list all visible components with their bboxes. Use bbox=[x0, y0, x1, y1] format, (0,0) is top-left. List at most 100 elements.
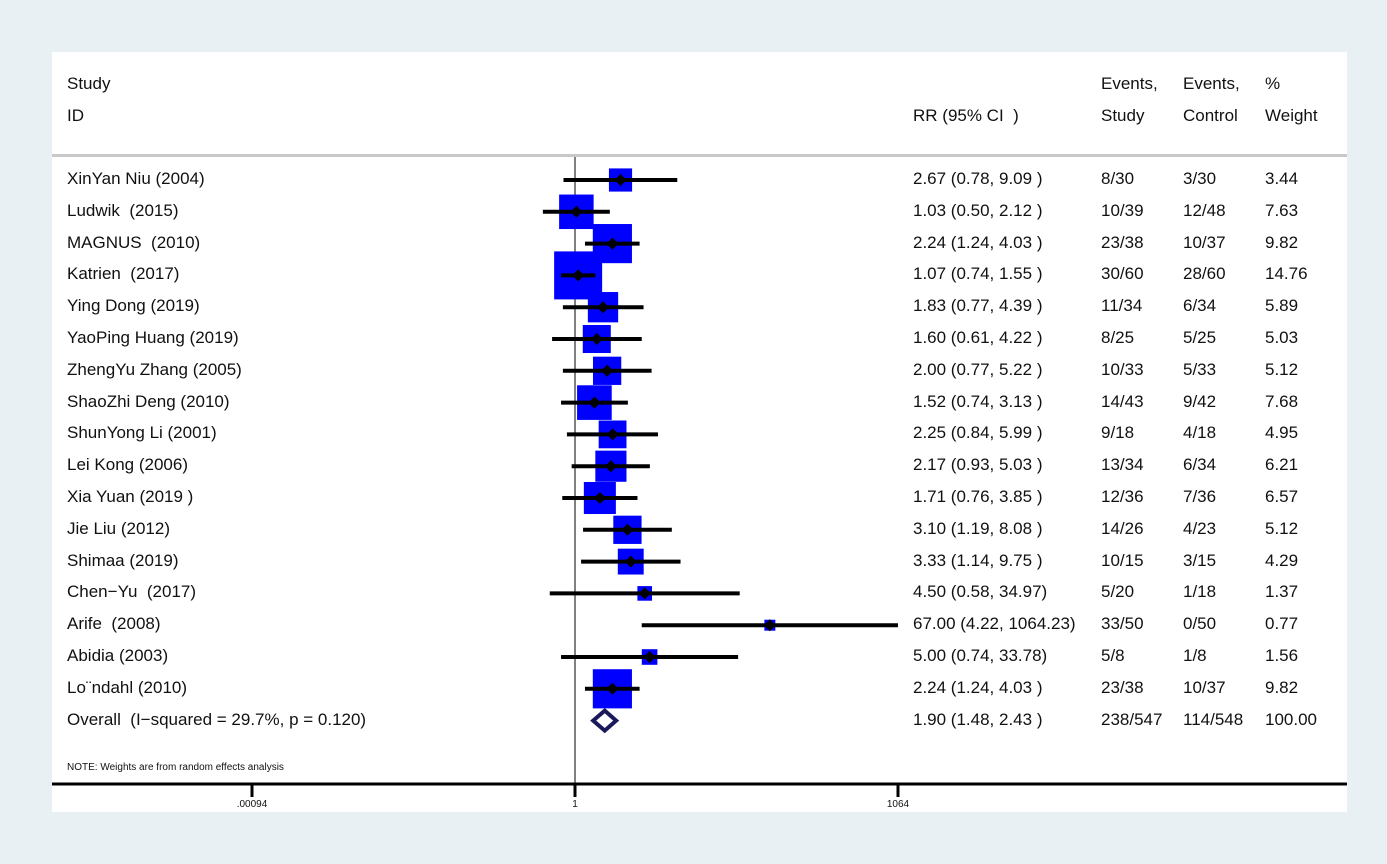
study-events-control: 5/33 bbox=[1183, 359, 1217, 379]
study-name: Shimaa (2019) bbox=[67, 550, 179, 570]
study-weight: 9.82 bbox=[1265, 232, 1299, 252]
study-rr-ci: 1.03 (0.50, 2.12 ) bbox=[913, 200, 1043, 220]
study-weight: 4.95 bbox=[1265, 423, 1299, 443]
study-events-study: 8/25 bbox=[1101, 328, 1135, 347]
study-name: ShaoZhi Deng (2010) bbox=[67, 391, 230, 411]
study-rr-ci: 5.00 (0.74, 33.78) bbox=[913, 646, 1048, 665]
point-estimate bbox=[597, 301, 610, 314]
study-events-study: 5/20 bbox=[1101, 582, 1135, 602]
study-name: Lo¨ndahl (2010) bbox=[67, 677, 188, 697]
study-rr-ci: 3.33 (1.14, 9.75 ) bbox=[913, 550, 1043, 570]
point-estimate bbox=[572, 269, 585, 282]
header-id: ID bbox=[67, 106, 84, 125]
overall-diamond bbox=[590, 707, 620, 734]
study-rr-ci: 2.17 (0.93, 5.03 ) bbox=[913, 455, 1043, 475]
study-name: Abidia (2003) bbox=[67, 646, 169, 665]
study-events-control: 0/50 bbox=[1183, 614, 1217, 634]
study-weight: 5.12 bbox=[1265, 359, 1299, 379]
study-events-study: 14/26 bbox=[1101, 518, 1144, 538]
study-rr-ci: 1.71 (0.76, 3.85 ) bbox=[913, 487, 1043, 506]
study-events-control: 12/48 bbox=[1183, 200, 1226, 220]
study-rr-ci: 1.60 (0.61, 4.22 ) bbox=[913, 328, 1043, 347]
study-rr-ci: 1.83 (0.77, 4.39 ) bbox=[913, 296, 1043, 316]
study-events-study: 10/39 bbox=[1101, 200, 1144, 220]
study-name: XinYan Niu (2004) bbox=[67, 169, 205, 188]
study-weight: 7.63 bbox=[1265, 200, 1299, 220]
study-weight: 1.56 bbox=[1265, 646, 1299, 665]
forest-plot-panel bbox=[52, 52, 1347, 812]
study-rr-ci: 2.24 (1.24, 4.03 ) bbox=[913, 232, 1043, 252]
study-weight: 0.77 bbox=[1265, 614, 1299, 634]
header-rr-ci: RR (95% CI ) bbox=[913, 106, 1019, 125]
study-name: YaoPing Huang (2019) bbox=[67, 328, 239, 347]
study-weight: 5.89 bbox=[1265, 296, 1299, 316]
study-events-study: 9/18 bbox=[1101, 423, 1135, 443]
study-events-control: 6/34 bbox=[1183, 296, 1217, 316]
study-events-study: 12/36 bbox=[1101, 487, 1144, 506]
study-rr-ci: 1.07 (0.74, 1.55 ) bbox=[913, 264, 1043, 284]
overall-events-control: 114/548 bbox=[1183, 709, 1244, 729]
study-weight: 5.12 bbox=[1265, 518, 1299, 538]
study-rr-ci: 2.24 (1.24, 4.03 ) bbox=[913, 677, 1043, 697]
study-events-control: 7/36 bbox=[1183, 487, 1217, 506]
study-name: Ying Dong (2019) bbox=[67, 296, 200, 316]
point-estimate bbox=[763, 619, 776, 632]
point-estimate bbox=[624, 555, 637, 568]
study-rr-ci: 2.25 (0.84, 5.99 ) bbox=[913, 423, 1043, 443]
study-events-control: 5/25 bbox=[1183, 328, 1217, 347]
study-events-control: 1/8 bbox=[1183, 646, 1207, 665]
overall-label: Overall (I−squared = 29.7%, p = 0.120) bbox=[67, 709, 367, 729]
study-events-study: 10/33 bbox=[1101, 359, 1144, 379]
study-events-control: 9/42 bbox=[1183, 391, 1217, 411]
point-estimate bbox=[621, 523, 634, 536]
x-tick-label: .00094 bbox=[236, 799, 268, 810]
study-name: ZhengYu Zhang (2005) bbox=[67, 359, 242, 379]
point-estimate bbox=[643, 651, 656, 663]
study-weight: 6.21 bbox=[1265, 455, 1299, 475]
overall-rr-ci: 1.90 (1.48, 2.43 ) bbox=[913, 709, 1043, 729]
study-events-control: 10/37 bbox=[1183, 677, 1226, 697]
study-weight: 3.44 bbox=[1265, 169, 1299, 188]
header-events-control-bottom: Control bbox=[1183, 106, 1238, 125]
overall-weight: 100.00 bbox=[1265, 709, 1317, 729]
study-events-control: 3/30 bbox=[1183, 169, 1217, 188]
study-events-control: 3/15 bbox=[1183, 550, 1217, 570]
study-events-study: 11/34 bbox=[1101, 296, 1143, 316]
point-estimate bbox=[606, 682, 619, 695]
point-estimate bbox=[570, 205, 583, 218]
point-estimate bbox=[614, 174, 627, 186]
point-estimate bbox=[606, 428, 619, 441]
study-events-control: 4/18 bbox=[1183, 423, 1217, 443]
study-events-control: 28/60 bbox=[1183, 264, 1226, 284]
study-events-study: 13/34 bbox=[1101, 455, 1144, 475]
study-weight: 5.03 bbox=[1265, 328, 1299, 347]
study-weight: 9.82 bbox=[1265, 677, 1299, 697]
study-name: Chen−Yu (2017) bbox=[67, 582, 197, 602]
point-estimate bbox=[593, 492, 606, 504]
study-weight: 4.29 bbox=[1265, 550, 1299, 570]
study-events-control: 6/34 bbox=[1183, 455, 1217, 475]
study-name: MAGNUS (2010) bbox=[67, 232, 201, 252]
study-name: Arife (2008) bbox=[67, 614, 161, 634]
study-rr-ci: 4.50 (0.58, 34.97) bbox=[913, 582, 1048, 602]
study-events-study: 14/43 bbox=[1101, 391, 1144, 411]
x-tick-label: 1064 bbox=[886, 799, 910, 810]
header-events-study-bottom: Study bbox=[1101, 106, 1145, 125]
study-weight: 7.68 bbox=[1265, 391, 1299, 411]
point-estimate bbox=[638, 587, 651, 600]
study-name: Xia Yuan (2019 ) bbox=[67, 487, 194, 506]
study-name: ShunYong Li (2001) bbox=[67, 423, 217, 443]
overall-events-study: 238/547 bbox=[1101, 709, 1163, 729]
study-events-control: 10/37 bbox=[1183, 232, 1226, 252]
study-rr-ci: 67.00 (4.22, 1064.23) bbox=[913, 614, 1076, 634]
study-rr-ci: 2.67 (0.78, 9.09 ) bbox=[913, 169, 1043, 188]
study-weight: 6.57 bbox=[1265, 487, 1299, 506]
header-events-study-top: Events, bbox=[1101, 74, 1158, 93]
point-estimate bbox=[604, 460, 617, 473]
header-study: Study bbox=[67, 74, 111, 93]
study-weight: 14.76 bbox=[1265, 264, 1308, 284]
x-tick-label: 1 bbox=[572, 799, 578, 810]
study-events-study: 23/38 bbox=[1101, 677, 1144, 697]
header-weight-top: % bbox=[1265, 74, 1281, 93]
